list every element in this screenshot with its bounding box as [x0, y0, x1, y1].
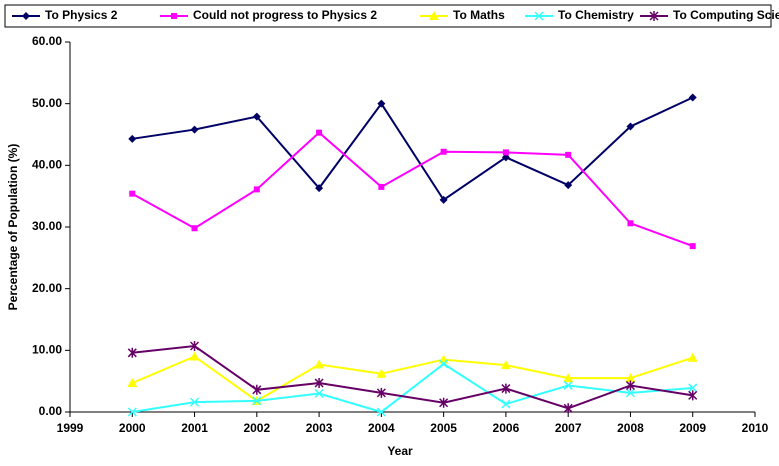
- x-tick-label: 2004: [368, 421, 395, 435]
- legend-marker: [534, 11, 544, 21]
- legend-box: [4, 4, 772, 28]
- marker: [191, 225, 198, 232]
- series: [129, 129, 696, 250]
- line: [132, 344, 693, 410]
- marker: [439, 397, 449, 408]
- line: [132, 96, 694, 202]
- y-tick-label: 20.00: [32, 281, 62, 295]
- marker: [625, 373, 636, 383]
- marker: [689, 243, 696, 250]
- series: [127, 359, 698, 417]
- y-tick-label: 10.00: [32, 343, 62, 357]
- marker: [376, 387, 386, 398]
- marker: [440, 148, 447, 155]
- y-tick-label: 50.00: [32, 96, 62, 110]
- marker: [127, 347, 137, 358]
- marker: [314, 388, 324, 399]
- marker: [501, 383, 511, 394]
- x-tick-label: 2005: [430, 421, 457, 435]
- marker: [439, 359, 449, 369]
- marker: [687, 352, 698, 362]
- x-axis-title: Year: [387, 444, 413, 458]
- x-tick-label: 2002: [243, 421, 270, 435]
- marker: [625, 388, 635, 398]
- x-tick-label: 2001: [181, 421, 208, 435]
- marker: [190, 341, 200, 352]
- x-tick-label: 2003: [306, 421, 333, 435]
- marker: [376, 407, 386, 417]
- legend-marker: [171, 13, 177, 19]
- x-tick-label: 2010: [742, 421, 769, 435]
- series: [128, 93, 697, 204]
- marker: [252, 112, 261, 121]
- x-tick-label: 2009: [679, 421, 706, 435]
- marker: [627, 220, 634, 227]
- marker: [127, 407, 137, 417]
- legend-label: Could not progress to Physics 2: [193, 8, 377, 22]
- marker: [688, 383, 698, 393]
- y-tick-label: 60.00: [32, 34, 62, 48]
- marker: [377, 99, 386, 108]
- marker: [190, 125, 199, 134]
- line: [131, 131, 694, 248]
- x-tick-label: 2000: [119, 421, 146, 435]
- marker: [565, 151, 572, 158]
- marker: [129, 190, 136, 197]
- marker: [626, 122, 635, 131]
- marker: [439, 195, 448, 204]
- marker: [378, 183, 385, 190]
- marker: [190, 397, 200, 407]
- marker: [563, 403, 573, 414]
- marker: [688, 93, 697, 102]
- marker: [316, 129, 323, 136]
- y-tick-label: 0.00: [39, 404, 63, 418]
- marker: [500, 360, 511, 370]
- x-tick-label: 2007: [555, 421, 582, 435]
- marker: [376, 368, 387, 378]
- y-tick-label: 30.00: [32, 219, 62, 233]
- marker: [189, 351, 200, 361]
- legend-label: To Chemistry: [558, 8, 634, 22]
- y-tick-label: 40.00: [32, 158, 62, 172]
- marker: [625, 380, 635, 391]
- legend-marker: [22, 12, 30, 20]
- marker: [314, 359, 325, 369]
- legend-label: To Computing Science: [673, 8, 779, 22]
- marker: [252, 384, 262, 395]
- y-axis-title: Percentage of Population (%): [6, 144, 20, 311]
- marker: [127, 378, 138, 388]
- legend-marker: [429, 11, 439, 20]
- marker: [128, 134, 137, 143]
- line: [131, 355, 694, 403]
- legend-label: To Maths: [453, 8, 505, 22]
- marker: [563, 380, 573, 391]
- x-tick-label: 2008: [617, 421, 644, 435]
- marker: [564, 181, 573, 190]
- marker: [688, 390, 698, 401]
- marker: [252, 396, 262, 406]
- marker: [315, 184, 324, 193]
- legend-label: To Physics 2: [45, 8, 118, 22]
- marker: [502, 149, 509, 156]
- marker: [314, 378, 324, 389]
- x-tick-label: 2006: [493, 421, 520, 435]
- marker: [501, 399, 511, 409]
- legend-marker: [649, 11, 659, 21]
- marker: [563, 373, 574, 383]
- line: [132, 362, 693, 414]
- x-tick-label: 1999: [57, 421, 84, 435]
- marker: [253, 186, 260, 193]
- series: [127, 341, 698, 414]
